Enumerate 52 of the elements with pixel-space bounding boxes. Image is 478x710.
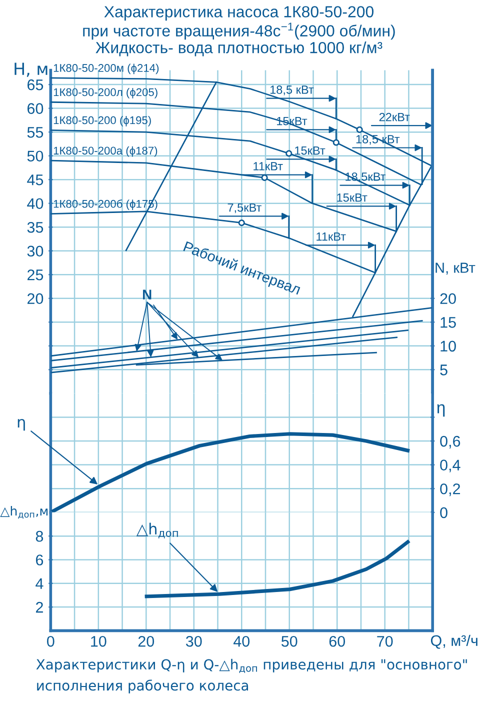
x-tick-label: 0 bbox=[47, 636, 54, 647]
y2-axis-title: N, кВт bbox=[436, 262, 476, 275]
x-tick-label: 70 bbox=[377, 636, 393, 647]
series-label: 1К80-50-200л (ϕ205) bbox=[54, 88, 158, 98]
y2-tick-label: 5 bbox=[440, 364, 448, 376]
y-axis-title: η bbox=[437, 404, 445, 417]
annotation: η bbox=[18, 418, 25, 431]
y-axis-title: △h$_{доп}$,м bbox=[0, 506, 48, 519]
y-tick-label: 50 bbox=[27, 150, 44, 162]
annotation: 18,5 кВт bbox=[270, 86, 314, 96]
annotation: 15кВт bbox=[295, 146, 326, 155]
chart-subtitle: при частоте вращения-48с$^{−1}$(2900 об/мин) Жидкость- вода плотностью 1000 кг/м³ bbox=[83, 22, 395, 56]
x-tick-label: 20 bbox=[138, 636, 154, 647]
annotation: 18,5 кВт bbox=[356, 134, 400, 145]
y-tick-label: 0,2 bbox=[440, 483, 460, 496]
y-tick-label: 65 bbox=[28, 79, 44, 90]
x-tick-label: 60 bbox=[329, 636, 346, 647]
series-label: 1К80-50-200а (ϕ187) bbox=[54, 146, 158, 157]
y-axis-title: H, м bbox=[14, 62, 48, 77]
y-tick-label: 6 bbox=[36, 554, 44, 566]
y-tick-label: 60 bbox=[28, 103, 44, 114]
y2-tick-label: 15 bbox=[440, 317, 456, 328]
y-tick-label: 8 bbox=[36, 530, 44, 542]
x-tick-label: 10 bbox=[91, 636, 106, 647]
y-tick-label: 0,4 bbox=[440, 460, 460, 472]
x-tick-label: 40 bbox=[233, 636, 250, 647]
y-tick-label: 4 bbox=[36, 578, 44, 589]
y2-tick-label: 10 bbox=[440, 340, 456, 352]
y-tick-label: 55 bbox=[27, 127, 44, 138]
y-tick-label: 40 bbox=[27, 198, 44, 210]
y-tick-label: 0,6 bbox=[440, 436, 460, 448]
x-tick-label: 50 bbox=[281, 636, 298, 647]
annotation: 11кВт bbox=[254, 162, 283, 170]
y-tick-label: 30 bbox=[27, 246, 44, 257]
series-label: 1К80-50-200м (ϕ214) bbox=[54, 64, 159, 74]
y-tick-label: 0 bbox=[440, 507, 448, 518]
text: Характеристики Q-η и Q-△h$_{доп}$ приведены для "основного" исполнения рабочего колеса bbox=[36, 658, 467, 694]
chart-title: Характеристика насоса 1К80-50-200 bbox=[104, 6, 374, 21]
annotation: 11кВт bbox=[316, 232, 346, 241]
x-axis-title: Q, м³/ч bbox=[430, 634, 478, 649]
x-tick-label: 30 bbox=[186, 636, 202, 647]
annotation: △h$_{доп}$ bbox=[136, 522, 178, 538]
y-tick-label: 45 bbox=[27, 174, 44, 186]
y-tick-label: 35 bbox=[27, 222, 44, 233]
annotation: 15кВт bbox=[337, 194, 368, 202]
annotation: 7,5кВт bbox=[228, 204, 262, 214]
y-tick-label: 25 bbox=[28, 269, 44, 280]
y-tick-label: 2 bbox=[36, 602, 43, 613]
annotation: N bbox=[143, 290, 152, 300]
series-label: 1К80-50-200 (ϕ195) bbox=[54, 116, 151, 126]
annotation: 22кВт bbox=[379, 112, 410, 122]
y-tick-label: 20 bbox=[28, 293, 44, 304]
